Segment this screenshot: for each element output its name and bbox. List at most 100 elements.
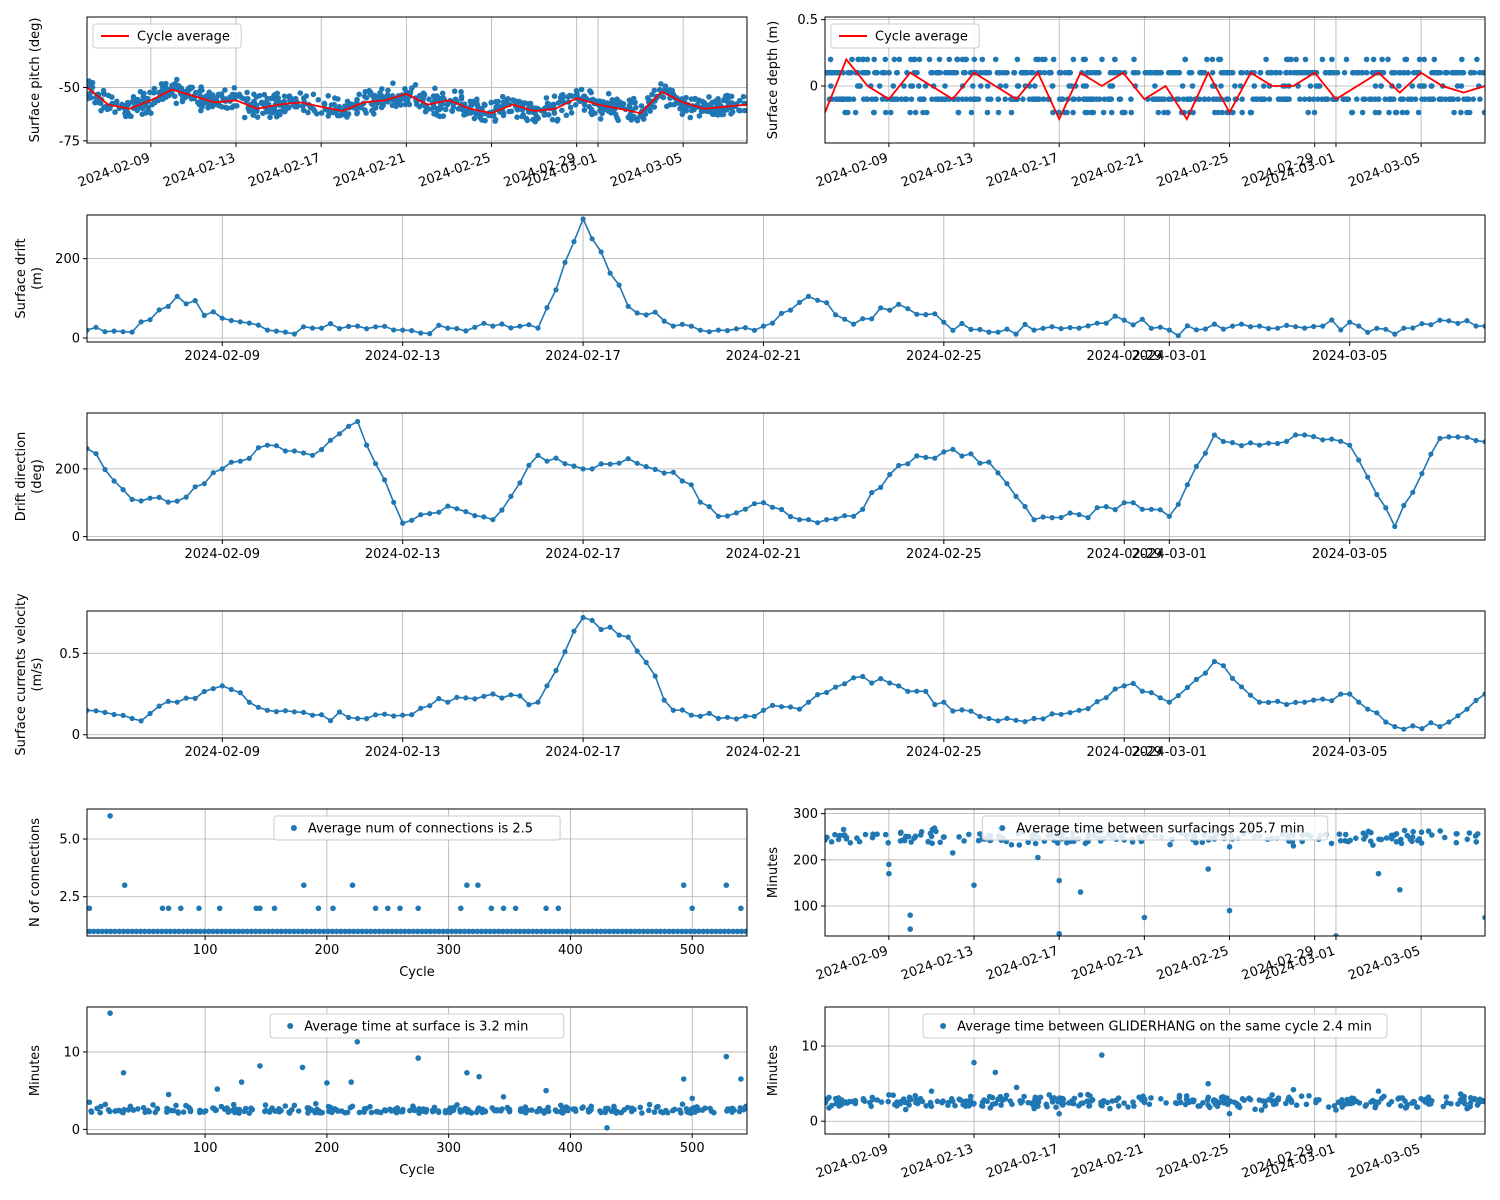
data-point: [643, 464, 649, 470]
data-point: [1175, 333, 1181, 339]
texture-point: [651, 1109, 658, 1115]
texture-point: [332, 1106, 338, 1112]
texture-point: [1466, 830, 1473, 836]
data-point: [87, 707, 90, 713]
texture-point: [679, 928, 685, 935]
axes-frame: [86, 16, 748, 144]
texture-point: [1343, 56, 1350, 63]
texture-point: [483, 928, 489, 935]
texture-point: [236, 1110, 242, 1116]
y-tick-label: 0: [72, 332, 80, 347]
data-point: [107, 1010, 113, 1016]
texture-point: [102, 1101, 109, 1108]
texture-point: [112, 109, 118, 115]
data-point: [1022, 719, 1028, 725]
texture-point: [188, 928, 195, 935]
texture-point: [331, 101, 338, 108]
texture-point: [1085, 1091, 1091, 1098]
texture-point: [230, 1101, 237, 1108]
texture-point: [1066, 1100, 1072, 1106]
texture-point: [135, 1106, 141, 1112]
texture-point: [563, 112, 570, 119]
texture-point: [1121, 1100, 1127, 1106]
legend-label: Average time between surfacings 205.7 mi…: [1016, 822, 1304, 837]
data-point: [1437, 317, 1443, 323]
texture-point: [541, 1110, 547, 1116]
texture-point: [699, 1107, 706, 1113]
texture-point: [466, 109, 473, 115]
texture-point: [743, 928, 747, 935]
plot-area-surfacing: [825, 825, 1485, 936]
data-point: [886, 870, 892, 877]
x-tick-label: 2024-02-13: [899, 151, 975, 191]
texture-point: [243, 98, 250, 104]
texture-point: [417, 92, 423, 99]
data-point: [616, 460, 622, 466]
data-point: [1455, 713, 1461, 719]
data-point: [129, 715, 135, 722]
texture-point: [105, 92, 112, 99]
texture-point: [934, 1098, 941, 1105]
series-line-0: [87, 420, 1485, 529]
data-point: [1374, 491, 1380, 498]
data-point: [1455, 320, 1461, 326]
x-tick-label: 2024-02-17: [984, 1142, 1060, 1182]
data-point: [1397, 887, 1403, 893]
data-point: [805, 517, 812, 523]
texture-point: [1043, 1101, 1050, 1108]
data-point: [481, 514, 487, 520]
texture-point: [206, 928, 212, 935]
data-point: [914, 311, 920, 317]
texture-point: [525, 928, 532, 935]
data-point: [1293, 699, 1299, 706]
data-point: [1375, 1088, 1382, 1094]
texture-point: [1301, 96, 1308, 102]
x-tick-label: 2024-02-21: [726, 745, 802, 760]
data-point: [1139, 506, 1145, 512]
data-point: [1184, 482, 1190, 488]
data-point: [1338, 327, 1344, 333]
texture-point: [374, 1108, 381, 1115]
data-point: [833, 312, 839, 318]
texture-point: [102, 104, 108, 110]
texture-point: [979, 1103, 986, 1109]
texture-point: [1209, 56, 1216, 63]
texture-point: [262, 1108, 268, 1115]
texture-point: [1221, 69, 1227, 76]
texture-point: [691, 928, 698, 935]
data-point: [869, 316, 875, 322]
data-point: [1302, 325, 1308, 331]
legend-swatch: [290, 825, 297, 831]
texture-point: [321, 101, 328, 108]
texture-point: [457, 928, 464, 935]
texture-point: [1458, 109, 1464, 116]
data-point: [1464, 706, 1470, 712]
data-point: [950, 446, 956, 452]
texture-point: [1480, 69, 1485, 76]
data-point: [887, 471, 893, 478]
texture-point: [227, 1108, 233, 1114]
texture-point: [696, 97, 702, 103]
texture-point: [870, 832, 877, 839]
data-point: [1329, 436, 1335, 442]
texture-point: [549, 116, 556, 123]
data-point: [201, 481, 207, 487]
data-point: [535, 325, 541, 331]
texture-point: [142, 928, 148, 935]
data-point: [427, 331, 433, 337]
data-point: [382, 477, 388, 483]
texture-point: [528, 1107, 535, 1113]
data-point: [165, 1091, 172, 1098]
texture-point: [606, 928, 613, 935]
texture-point: [137, 928, 144, 935]
data-point: [336, 709, 343, 715]
texture-point: [920, 109, 926, 116]
data-point: [815, 692, 821, 698]
x-tick-label: 2024-02-13: [161, 151, 237, 191]
data-point: [733, 326, 740, 332]
texture-point: [605, 90, 612, 97]
plot-area-depth: [825, 56, 1485, 122]
texture-point: [1153, 69, 1159, 76]
